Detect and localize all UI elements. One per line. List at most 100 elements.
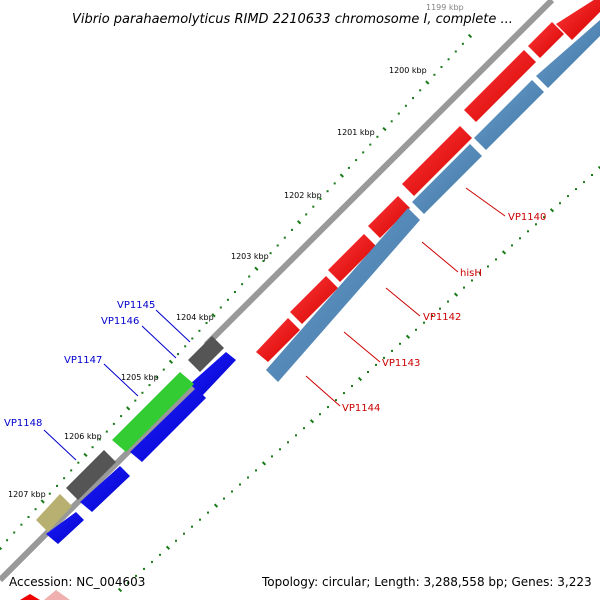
tick-dot <box>207 511 209 514</box>
tick-dot <box>375 363 377 366</box>
tick-dot <box>347 166 350 169</box>
gene-red-2 <box>528 22 564 58</box>
tick-dot <box>495 258 497 261</box>
tick-dot <box>527 230 529 233</box>
tick-label: 1204 kbp <box>176 313 214 322</box>
tick-dot <box>376 135 379 138</box>
gene-label[interactable]: VP1146 <box>101 316 139 327</box>
tick-dot <box>567 195 569 198</box>
tick-dot <box>135 574 137 577</box>
gene-green-1 <box>112 372 194 452</box>
tick-dot <box>255 469 257 472</box>
tick-dot <box>467 33 473 39</box>
tick-label: 1207 kbp <box>8 490 46 499</box>
gene-label[interactable]: hisH <box>460 268 482 279</box>
tick-dot <box>155 376 158 379</box>
tick-label: 1200 kbp <box>389 66 427 75</box>
tick-dot <box>27 516 30 518</box>
tick-dot <box>399 342 401 345</box>
tick-dot <box>382 126 387 132</box>
tick-dot <box>367 371 369 373</box>
tick-dot <box>319 197 322 200</box>
gene-label[interactable]: VP1147 <box>64 355 102 366</box>
gene-label[interactable]: VP1143 <box>382 358 420 369</box>
accession-text: Accession: NC_004603 <box>9 575 145 589</box>
tick-dot <box>183 532 185 535</box>
gene-blue-1 <box>190 352 236 396</box>
tick-dot <box>40 499 45 504</box>
tick-label: 1201 kbp <box>337 128 375 137</box>
tick-dot <box>296 220 302 225</box>
tick-dot <box>583 181 585 184</box>
gene-red-8 <box>256 318 300 362</box>
gene-label[interactable]: VP1148 <box>4 418 42 429</box>
tick-dot <box>165 545 171 550</box>
tick-dot <box>369 143 372 146</box>
tick-dot <box>143 567 145 570</box>
tick-dot <box>205 322 208 324</box>
tick-dot <box>134 399 137 402</box>
tick-dot <box>141 391 144 394</box>
tick-dot <box>248 275 251 278</box>
tick-dot <box>56 484 58 487</box>
tick-dot <box>262 260 265 262</box>
gene-blue-3 <box>80 466 130 512</box>
tick-dot <box>213 503 219 508</box>
tick-dot <box>247 476 249 479</box>
tick-dot <box>549 208 555 213</box>
gene-gray-1 <box>188 336 224 372</box>
tick-dot <box>6 539 9 542</box>
tick-dot <box>184 345 187 348</box>
tick-dot <box>412 97 414 100</box>
gene-label[interactable]: VP1145 <box>117 300 155 311</box>
tick-dot <box>335 399 337 402</box>
tick-dot <box>77 461 80 464</box>
tick-dot <box>390 120 393 123</box>
tick-label: 1205 kbp <box>121 373 159 382</box>
tick-dot <box>519 237 521 240</box>
gene-labels-right: VP1140 hisH VP1142 VP1143 VP1144 <box>342 212 546 414</box>
tick-dot <box>162 368 165 371</box>
tick-dot <box>191 525 193 528</box>
tick-dot <box>279 448 281 451</box>
tick-dot <box>479 272 481 275</box>
tick-dot <box>191 337 194 340</box>
tick-dot <box>91 446 94 449</box>
gene-label[interactable]: VP1142 <box>423 312 461 323</box>
tick-label: 1199 kbp <box>426 3 464 12</box>
tick-dot <box>198 329 201 332</box>
tick-dot <box>501 250 507 255</box>
steel-gene-track <box>266 20 600 382</box>
left-gene-track <box>20 336 236 600</box>
tick-dot <box>597 165 600 171</box>
gene-red-7 <box>290 276 338 324</box>
gene-label[interactable]: VP1140 <box>508 212 546 223</box>
leader-lines-left <box>43 309 191 461</box>
tick-dot <box>117 587 123 593</box>
gene-red-5 <box>368 196 410 238</box>
gene-olive-1 <box>36 494 72 532</box>
tick-dot <box>461 42 464 45</box>
gene-red-1 <box>556 0 600 40</box>
tick-label: 1203 kbp <box>231 252 269 261</box>
gene-red-4 <box>402 126 472 196</box>
tick-dot <box>559 202 561 205</box>
tick-dot <box>83 452 88 458</box>
tick-dot <box>291 228 293 231</box>
tick-dot <box>543 216 545 219</box>
tick-dot <box>239 483 241 486</box>
tick-dot <box>355 159 358 162</box>
tick-dot <box>295 434 297 437</box>
tick-dot <box>98 438 101 441</box>
gene-gray-2 <box>66 450 116 500</box>
tick-dot <box>391 349 393 352</box>
tick-dot <box>34 508 37 511</box>
tick-dot <box>231 490 233 493</box>
tick-dot <box>433 73 436 76</box>
tick-dot <box>397 112 400 115</box>
gene-label[interactable]: VP1144 <box>342 403 380 414</box>
tick-dot <box>223 497 225 500</box>
tick-dot <box>440 66 443 68</box>
summary-text: Topology: circular; Length: 3,288,558 bp… <box>261 575 592 589</box>
tick-dot <box>168 359 174 364</box>
